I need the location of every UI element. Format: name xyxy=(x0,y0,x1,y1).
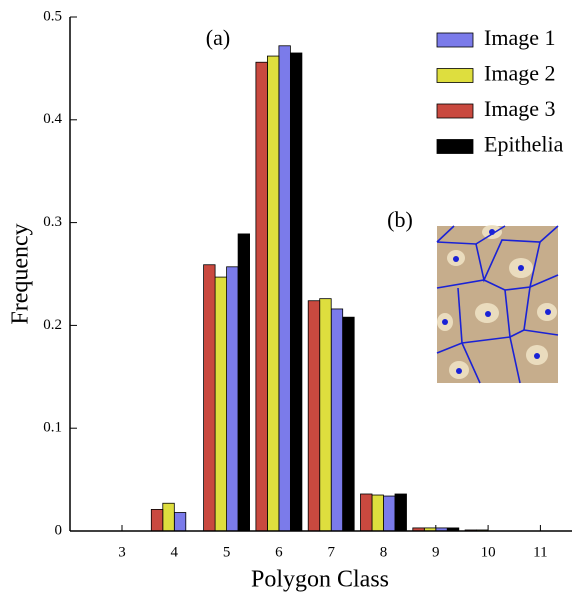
inset-image xyxy=(436,225,559,384)
legend-label: Image 3 xyxy=(484,96,555,121)
x-tick-label: 4 xyxy=(171,544,179,560)
bar xyxy=(255,61,268,532)
annotation: (b) xyxy=(387,207,413,232)
legend-swatch xyxy=(436,68,474,83)
bar xyxy=(214,276,228,532)
x-tick-label: 11 xyxy=(533,544,547,560)
bar xyxy=(383,495,396,532)
y-axis-label: Frequency xyxy=(8,223,34,324)
x-tick-label: 9 xyxy=(432,544,440,560)
bar xyxy=(203,264,216,532)
bar xyxy=(342,316,355,532)
bar xyxy=(371,494,384,532)
bar xyxy=(173,512,187,532)
x-tick-label: 5 xyxy=(223,544,231,560)
bar xyxy=(237,233,251,532)
legend-label: Epithelia xyxy=(484,132,564,157)
bar xyxy=(278,45,291,532)
bar xyxy=(150,509,164,532)
x-tick-label: 3 xyxy=(118,544,126,560)
x-tick-label: 8 xyxy=(380,544,388,560)
bar xyxy=(307,300,321,532)
y-tick-label: 0 xyxy=(55,522,63,538)
legend-label: Image 2 xyxy=(484,61,555,86)
bar xyxy=(266,55,280,532)
y-tick-label: 0.5 xyxy=(43,8,62,24)
legend-swatch xyxy=(436,139,474,154)
bar xyxy=(289,52,303,532)
legend-label: Image 1 xyxy=(484,25,555,50)
bar xyxy=(162,502,175,532)
x-tick-label: 7 xyxy=(327,544,335,560)
y-tick-label: 0.2 xyxy=(43,317,62,333)
x-tick-label: 10 xyxy=(481,544,496,560)
bar xyxy=(360,493,373,532)
y-tick-label: 0.4 xyxy=(43,111,62,127)
x-tick-label: 6 xyxy=(275,544,283,560)
annotation: (a) xyxy=(206,25,230,50)
x-axis-label: Polygon Class xyxy=(251,567,389,593)
bar xyxy=(330,308,344,532)
bar xyxy=(319,298,332,532)
bar xyxy=(226,266,239,532)
legend-swatch xyxy=(436,32,474,48)
bar xyxy=(394,493,407,532)
y-tick-label: 0.3 xyxy=(43,214,62,230)
legend-swatch xyxy=(436,103,474,119)
y-tick-label: 0.1 xyxy=(43,420,62,436)
